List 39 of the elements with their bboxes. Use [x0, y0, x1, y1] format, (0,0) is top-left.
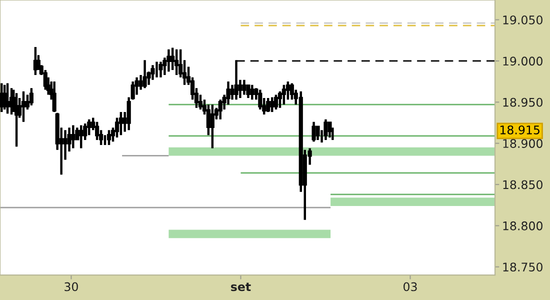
- y-tick-label: 18.800: [503, 221, 542, 230]
- y-tick-label: 18.750: [503, 262, 542, 272]
- candlestick: [142, 59, 147, 90]
- candlestick: [118, 110, 123, 136]
- y-tick-label: 19.050: [503, 15, 542, 24]
- candlestick: [218, 98, 222, 121]
- candlestick: [166, 48, 171, 73]
- candlestick: [71, 124, 76, 150]
- candlestick: [246, 84, 250, 100]
- candlestick: [154, 60, 159, 79]
- x-tick-label: 30: [64, 282, 78, 292]
- candlestick: [290, 82, 294, 101]
- candlestick: [250, 84, 254, 101]
- candlestick: [170, 46, 175, 72]
- candlestick: [270, 96, 274, 114]
- candlestick: [242, 78, 246, 96]
- candlestick: [158, 60, 163, 79]
- y-tick-label: 19.000: [503, 56, 542, 66]
- y-tick-label: 18.900: [503, 139, 542, 148]
- candlestick: [102, 134, 108, 146]
- x-tick-label: 03: [404, 282, 417, 292]
- candlestick: [258, 88, 262, 111]
- candlestick: [134, 76, 139, 96]
- candlestick: [79, 124, 84, 150]
- candlestick: [150, 64, 155, 82]
- candlestick: [174, 48, 179, 76]
- candlestick: [210, 103, 214, 150]
- candlestick: [106, 129, 112, 146]
- candlestick: [282, 84, 286, 106]
- candlestick: [274, 94, 278, 111]
- annotation: 18.915: [500, 125, 540, 134]
- candlestick: [87, 118, 92, 136]
- candlestick: [266, 96, 270, 114]
- y-tick-label: 18.950: [503, 98, 542, 107]
- y-tick-label: 18.850: [503, 180, 542, 190]
- x-tick-label: set: [231, 282, 251, 292]
- candlestick: [95, 120, 100, 142]
- candlestick: [226, 80, 230, 106]
- candlestick: [286, 80, 290, 101]
